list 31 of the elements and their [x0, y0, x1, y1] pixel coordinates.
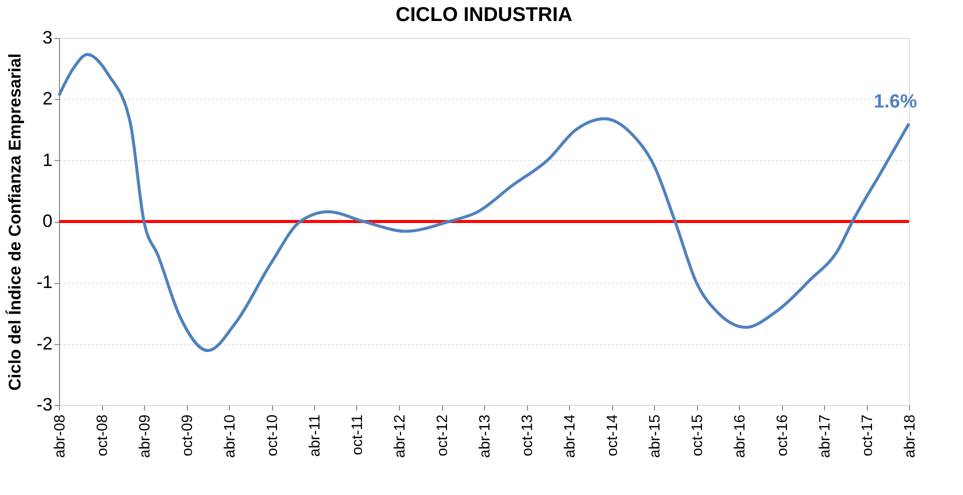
x-tick-label: abr-09 — [136, 414, 154, 458]
y-tick-label: 3 — [42, 28, 52, 48]
y-tick-label: 1 — [42, 150, 52, 170]
y-tick-label: 0 — [42, 211, 52, 231]
x-tick-label: oct-09 — [179, 414, 196, 456]
x-tick-label: abr-10 — [221, 414, 238, 458]
x-tick-label: oct-14 — [604, 414, 622, 456]
x-tick-label: abr-08 — [52, 414, 68, 458]
x-tick-label: abr-16 — [732, 414, 749, 458]
x-tick-label: abr-12 — [392, 414, 409, 458]
x-tick-label: oct-16 — [774, 414, 792, 456]
x-tick-label: abr-15 — [646, 414, 664, 458]
x-tick-label: oct-13 — [519, 414, 536, 456]
x-tick-label: abr-18 — [902, 414, 918, 458]
x-tick-label: oct-15 — [689, 414, 706, 456]
x-tick-label: oct-10 — [264, 414, 281, 456]
x-tick-label: abr-14 — [561, 414, 578, 458]
chart-title: CICLO INDUSTRIA — [396, 4, 572, 26]
x-tick-label: oct-11 — [348, 414, 366, 456]
x-tick-label: oct-12 — [434, 414, 452, 456]
x-tick-label: abr-13 — [476, 414, 494, 458]
y-axis-title: Ciclo del Índice de Confianza Empresarial — [4, 53, 24, 391]
y-tick-label: -2 — [36, 333, 52, 354]
annotation: 1.6% — [874, 92, 918, 113]
x-tick-label: oct-17 — [859, 414, 876, 456]
x-tick-label: oct-08 — [94, 414, 112, 456]
y-tick-label: 2 — [42, 88, 52, 109]
y-tick-label: -3 — [36, 394, 52, 414]
x-tick-label: abr-17 — [816, 414, 834, 458]
y-tick-label: -1 — [36, 272, 52, 292]
x-tick-label: abr-11 — [306, 414, 324, 457]
